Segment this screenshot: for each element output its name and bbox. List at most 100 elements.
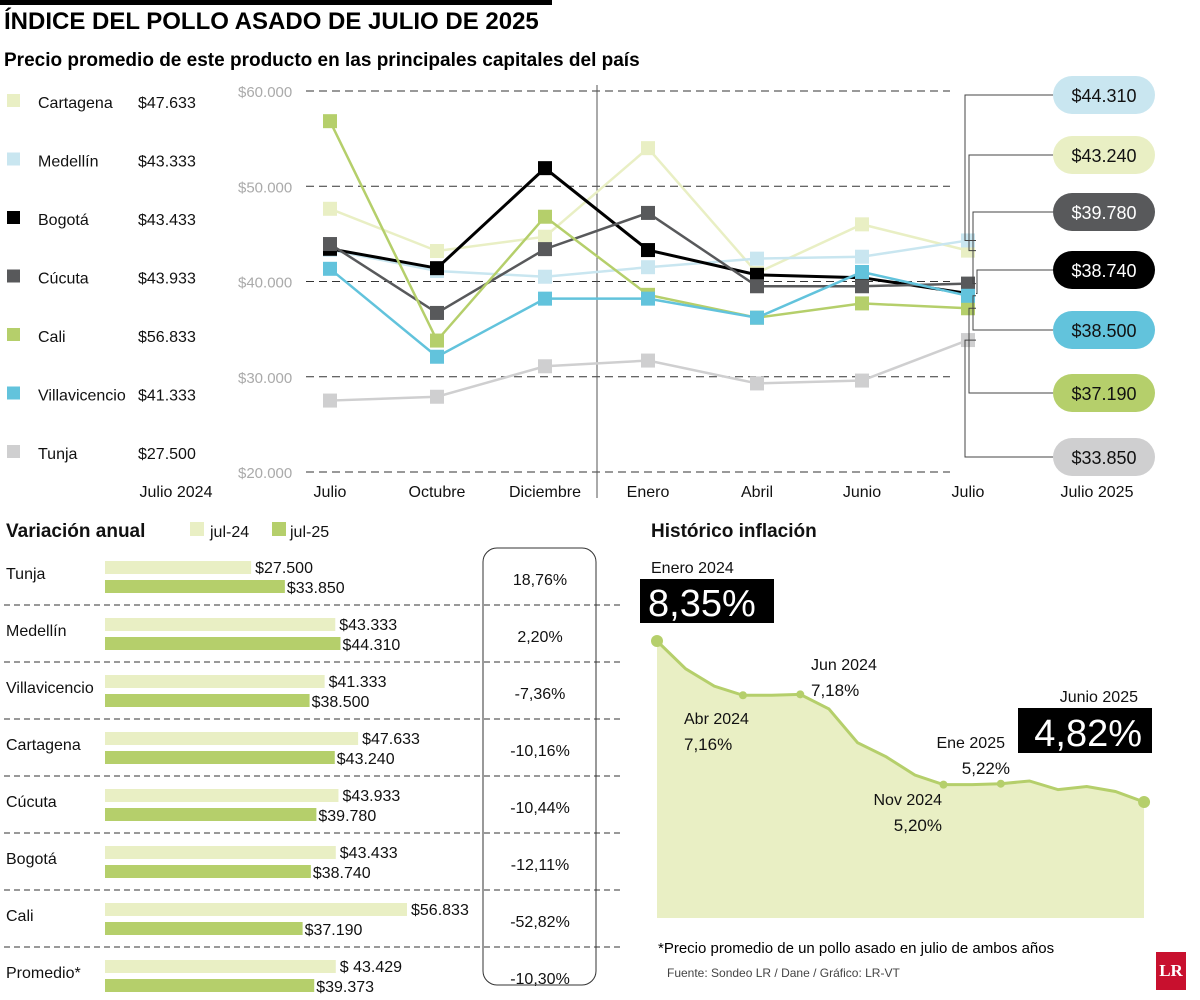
x-tick-label: Enero	[627, 484, 670, 501]
bar-jul24	[105, 789, 339, 802]
annotation-value: 8,35%	[648, 583, 756, 625]
bar-jul25	[105, 922, 303, 935]
subtitle: Precio promedio de este producto en las …	[4, 50, 640, 71]
annotation-label: Nov 2024	[874, 792, 943, 809]
end-value-pill	[1053, 251, 1155, 289]
data-point	[430, 261, 444, 276]
x-tick-label: Octubre	[409, 484, 466, 501]
data-point	[430, 389, 444, 404]
data-point	[750, 310, 764, 325]
data-point	[323, 114, 337, 129]
bar-label-jul24: $56.833	[411, 902, 469, 919]
legend-value: $47.633	[138, 95, 196, 112]
data-point	[641, 243, 655, 258]
end-value-label: $38.500	[1071, 321, 1136, 341]
y-tick-label: $50.000	[238, 179, 292, 196]
legend-swatch	[7, 445, 20, 458]
title: ÍNDICE DEL POLLO ASADO DE JULIO DE 2025	[4, 8, 539, 35]
annotation-value: 7,18%	[811, 681, 859, 700]
bar-label-jul24: $47.633	[362, 731, 420, 748]
bar-jul25	[105, 979, 315, 992]
change-value: -7,36%	[515, 686, 566, 703]
row-label: Tunja	[6, 566, 46, 583]
change-value: 2,20%	[517, 629, 562, 646]
data-point	[430, 349, 444, 364]
legend-label: jul-24	[209, 524, 249, 541]
bar-label-jul24: $43.433	[340, 845, 398, 862]
bar-jul25	[105, 637, 341, 650]
data-point	[538, 269, 552, 284]
bar-jul25	[105, 808, 317, 821]
end-value-label: $38.740	[1071, 261, 1136, 281]
bar-jul24	[105, 675, 325, 688]
top-rule	[0, 0, 552, 5]
left-axis-label: Julio 2024	[140, 484, 213, 501]
data-point	[641, 205, 655, 220]
data-point	[430, 305, 444, 320]
annotation-label: Abr 2024	[684, 711, 749, 728]
annotation-label: Junio 2025	[1060, 689, 1138, 706]
annotation-label: Jun 2024	[811, 657, 877, 674]
legend-value: $27.500	[138, 446, 196, 463]
data-point	[961, 276, 975, 291]
leader-line	[964, 339, 1053, 458]
bar-jul25	[105, 694, 310, 707]
area-point	[939, 780, 948, 789]
data-point	[538, 229, 552, 244]
data-point	[538, 209, 552, 224]
data-point	[430, 244, 444, 259]
data-point	[855, 264, 869, 279]
area-point	[1138, 795, 1151, 808]
data-point	[538, 242, 552, 257]
bar-label-jul24: $43.933	[342, 788, 400, 805]
leader-line	[976, 269, 1053, 295]
legend-swatch	[190, 522, 204, 536]
data-point	[323, 393, 337, 408]
bar-jul24	[105, 903, 407, 916]
end-value-label: $43.240	[1071, 146, 1136, 166]
bar-label-jul25: $44.310	[342, 637, 400, 654]
end-value-pill	[1053, 438, 1155, 476]
legend-value: $43.333	[138, 154, 196, 171]
bar-label-jul25: $39.780	[318, 808, 376, 825]
legend-swatch	[7, 211, 20, 224]
data-point	[750, 376, 764, 391]
lr-logo: LR	[1156, 952, 1186, 990]
bar-jul25	[105, 865, 311, 878]
footnote: *Precio promedio de un pollo asado en ju…	[658, 940, 1055, 957]
data-point	[750, 279, 764, 294]
x-tick-label: Julio	[952, 484, 985, 501]
row-label: Bogotá	[6, 851, 57, 868]
data-point	[855, 279, 869, 294]
legend-label: Villavicencio	[38, 388, 126, 405]
data-point	[430, 333, 444, 348]
legend-value: $43.433	[138, 212, 196, 229]
data-point	[641, 291, 655, 306]
bar-jul24	[105, 561, 252, 574]
end-value-pill	[1053, 76, 1155, 114]
area-point	[651, 635, 663, 647]
data-point	[855, 373, 869, 388]
legend-value: $56.833	[138, 329, 196, 346]
change-value: -10,30%	[510, 971, 570, 988]
annotation-value: 5,22%	[962, 759, 1010, 778]
legend-swatch	[7, 269, 20, 283]
data-point	[538, 161, 552, 176]
data-point	[538, 291, 552, 306]
data-point	[641, 141, 655, 156]
legend-label: Tunja	[38, 446, 78, 463]
leader-line	[968, 154, 1053, 252]
end-value-pill	[1053, 311, 1155, 349]
y-tick-label: $20.000	[238, 465, 292, 482]
row-label: Cali	[6, 908, 34, 925]
bar-label-jul25: $39.373	[316, 979, 374, 996]
legend-swatch	[272, 522, 286, 536]
right-axis-label: Julio 2025	[1061, 484, 1134, 501]
legend-label: Cúcuta	[38, 271, 89, 288]
end-value-label: $33.850	[1071, 448, 1136, 468]
bar-label-jul25: $37.190	[305, 922, 363, 939]
row-label: Villavicencio	[6, 680, 94, 697]
change-value: 18,76%	[513, 572, 567, 589]
leader-line	[968, 307, 1053, 394]
